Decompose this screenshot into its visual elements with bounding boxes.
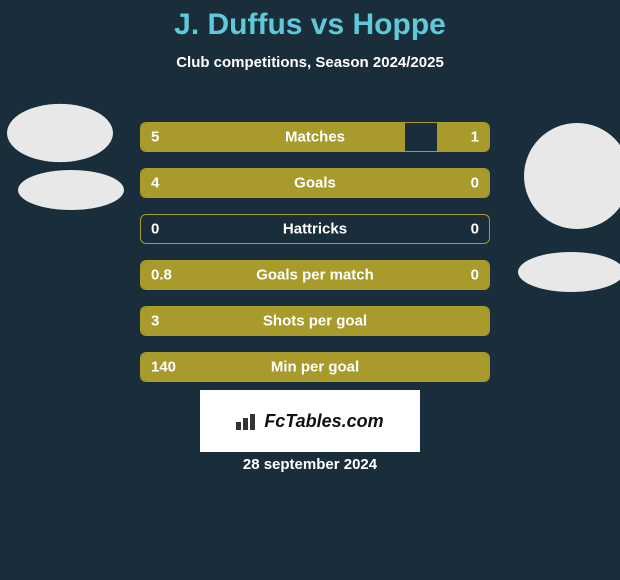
- player-left-club-badge: [18, 170, 124, 210]
- bar-chart-icon: [236, 412, 260, 430]
- stat-row: 140Min per goal: [140, 352, 490, 382]
- player-right-club-badge: [518, 252, 620, 292]
- comparison-subtitle: Club competitions, Season 2024/2025: [0, 54, 620, 71]
- stat-label: Hattricks: [141, 221, 489, 238]
- stat-row: 51Matches: [140, 122, 490, 152]
- stat-row: 0.80Goals per match: [140, 260, 490, 290]
- player-right-avatar: [524, 123, 620, 229]
- player-left-avatar: [7, 104, 113, 162]
- stat-row: 00Hattricks: [140, 214, 490, 244]
- stat-label: Shots per goal: [141, 313, 489, 330]
- stat-label: Goals per match: [141, 267, 489, 284]
- logo-text: FcTables.com: [264, 411, 383, 432]
- snapshot-date: 28 september 2024: [0, 456, 620, 473]
- stat-label: Min per goal: [141, 359, 489, 376]
- stat-row: 3Shots per goal: [140, 306, 490, 336]
- stat-bars: 51Matches 40Goals 00Hattricks 0.80Goals per…: [140, 122, 490, 398]
- stat-row: 40Goals: [140, 168, 490, 198]
- stat-label: Matches: [141, 129, 489, 146]
- site-logo: FcTables.com: [200, 390, 420, 452]
- stat-label: Goals: [141, 175, 489, 192]
- comparison-title: J. Duffus vs Hoppe: [0, 0, 620, 42]
